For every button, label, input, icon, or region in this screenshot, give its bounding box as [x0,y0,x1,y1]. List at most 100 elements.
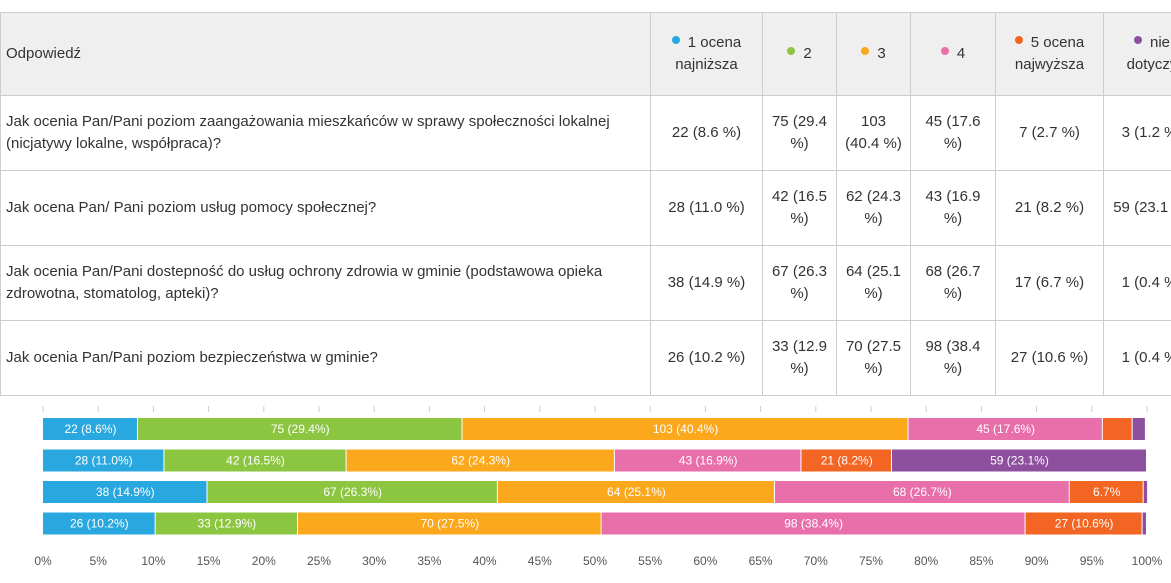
bar-segment [43,481,207,503]
bar-segment [137,418,462,440]
chart: 0% 5% 10% 15% 20% 25% 30% 35% 40% 45% 50% 55% 60% 65%… [34,406,1163,568]
bar-label: 103 (40.4%) [653,422,718,436]
question-cell: Jak ocenia Pan/Pani poziom zaangażowania… [0,95,651,171]
answer-cell: 59 (23.1 %) [1103,170,1171,246]
answer-cell: 38 (14.9 %) [650,245,763,321]
bar-label: 64 (25.1%) [607,485,666,499]
answer-cell: 43 (16.9 %) [910,170,996,246]
header-text: 1 ocena najniższa [675,34,742,73]
bar-label: 70 (27.5%) [420,517,479,531]
bar-segment [1143,481,1148,503]
x-tick-label: 85% [969,554,993,568]
answer-cell: 7 (2.7 %) [995,95,1104,171]
bar-label: 27 (10.6%) [1055,517,1114,531]
answer-cell: 1 (0.4 %) [1103,320,1171,396]
color-dot [1133,36,1142,44]
bar-label: 62 (24.3%) [451,454,510,468]
bar-segment [1142,512,1146,535]
bar-label: 43 (16.9%) [679,454,738,468]
x-tick-label: 45% [528,554,552,568]
answer-cell: 45 (17.6 %) [910,95,996,171]
answer-cell: 1 (0.4 %) [1103,245,1171,321]
answer-cell: 27 (10.6 %) [995,320,1104,396]
answer-cell: 22 (8.6 %) [650,95,763,171]
bar-segment [43,512,155,535]
header-text: Odpowiedź [6,45,82,62]
bar-label: 67 (26.3%) [323,485,382,499]
question-cell: Jak ocenia Pan/Pani dostepność do usług … [0,245,651,321]
results-table: Odpowiedź 1 ocena najniższa 2 3 4 5 ocena naj… [0,12,1171,396]
x-tick-label: 15% [197,554,221,568]
answer-cell: 68 (26.7 %) [910,245,996,321]
color-dot [787,47,796,55]
header-cell: Odpowiedź [0,12,651,96]
bar-segment [207,481,497,503]
bar-segment [601,512,1025,535]
bar-label: 42 (16.5%) [226,454,285,468]
x-tick-label: 40% [473,554,497,568]
header-cell: 1 ocena najniższa [650,12,763,96]
answer-cell: 21 (8.2 %) [995,170,1104,246]
answer-cell: 28 (11.0 %) [650,170,763,246]
header-cell: nie dotyczy [1103,12,1171,96]
bar-segment [908,418,1102,440]
question-cell: Jak ocenia Pan/Pani poziom bezpieczeństw… [0,320,651,396]
bar-label: 59 (23.1%) [990,454,1049,468]
bar-segment [155,512,298,535]
header-text: 3 [877,45,886,62]
header-text: nie dotyczy [1126,34,1171,73]
header-row: Odpowiedź 1 ocena najniższa 2 3 4 5 ocena naj… [0,12,1171,96]
bar-label: 75 (29.4%) [271,422,330,436]
x-tick-label: 75% [859,554,883,568]
x-tick-label: 50% [583,554,607,568]
x-tick-label: 90% [1025,554,1049,568]
bar-segment [891,449,1146,472]
answer-cell: 62 (24.3 %) [836,170,911,246]
answer-cell: 67 (26.3 %) [762,245,837,321]
bar-segment [801,449,891,472]
table-row: Jak ocenia Pan/Pani dostepność do usług … [0,245,1171,321]
table-row: Jak ocenia Pan/Pani poziom bezpieczeństw… [0,320,1171,396]
bar-segment [614,449,801,472]
bar-label: 22 (8.6%) [64,422,116,436]
bar-label: 26 (10.2%) [70,517,129,531]
answer-cell: 33 (12.9 %) [762,320,837,396]
bar-segment [774,481,1069,503]
x-tick-label: 65% [749,554,773,568]
header-text: 4 [956,45,966,62]
bar-label: 45 (17.6%) [976,422,1035,436]
bar-segment [43,418,137,440]
answer-cell: 42 (16.5 %) [762,170,837,246]
x-tick-label: 100% [1132,554,1163,568]
bar-label: 28 (11.0%) [75,454,133,468]
answer-cell: 103 (40.4 %) [836,95,911,171]
bar-segment [298,512,601,535]
bar-segment [1069,481,1143,503]
answer-cell: 26 (10.2 %) [650,320,763,396]
answer-cell: 98 (38.4 %) [910,320,996,396]
color-dot [671,36,680,44]
answer-cell: 17 (6.7 %) [995,245,1104,321]
answer-cell: 70 (27.5 %) [836,320,911,396]
x-tick-label: 5% [90,554,108,568]
bar-label: 33 (12.9%) [197,517,256,531]
bar-label: 38 (14.9%) [96,485,155,499]
header-cell: 5 ocena najwyższa [995,12,1104,96]
bar-segment [462,418,908,440]
header-text: 2 [803,45,812,62]
answer-cell: 3 (1.2 %) [1103,95,1171,171]
header-cell: 4 [910,12,996,96]
question-cell: Jak ocena Pan/ Pani poziom usług pomocy … [0,170,651,246]
answer-cell: 75 (29.4 %) [762,95,837,171]
bar-segment [164,449,346,472]
color-dot [940,47,949,55]
header-cell: 2 [762,12,837,96]
bar-segment [1025,512,1142,535]
bar-segment [1102,418,1132,440]
x-tick-label: 95% [1080,554,1104,568]
bar-segment [1132,418,1145,440]
x-tick-label: 55% [638,554,662,568]
x-tick-label: 30% [362,554,386,568]
header-text: 5 ocena najwyższa [1014,34,1085,73]
